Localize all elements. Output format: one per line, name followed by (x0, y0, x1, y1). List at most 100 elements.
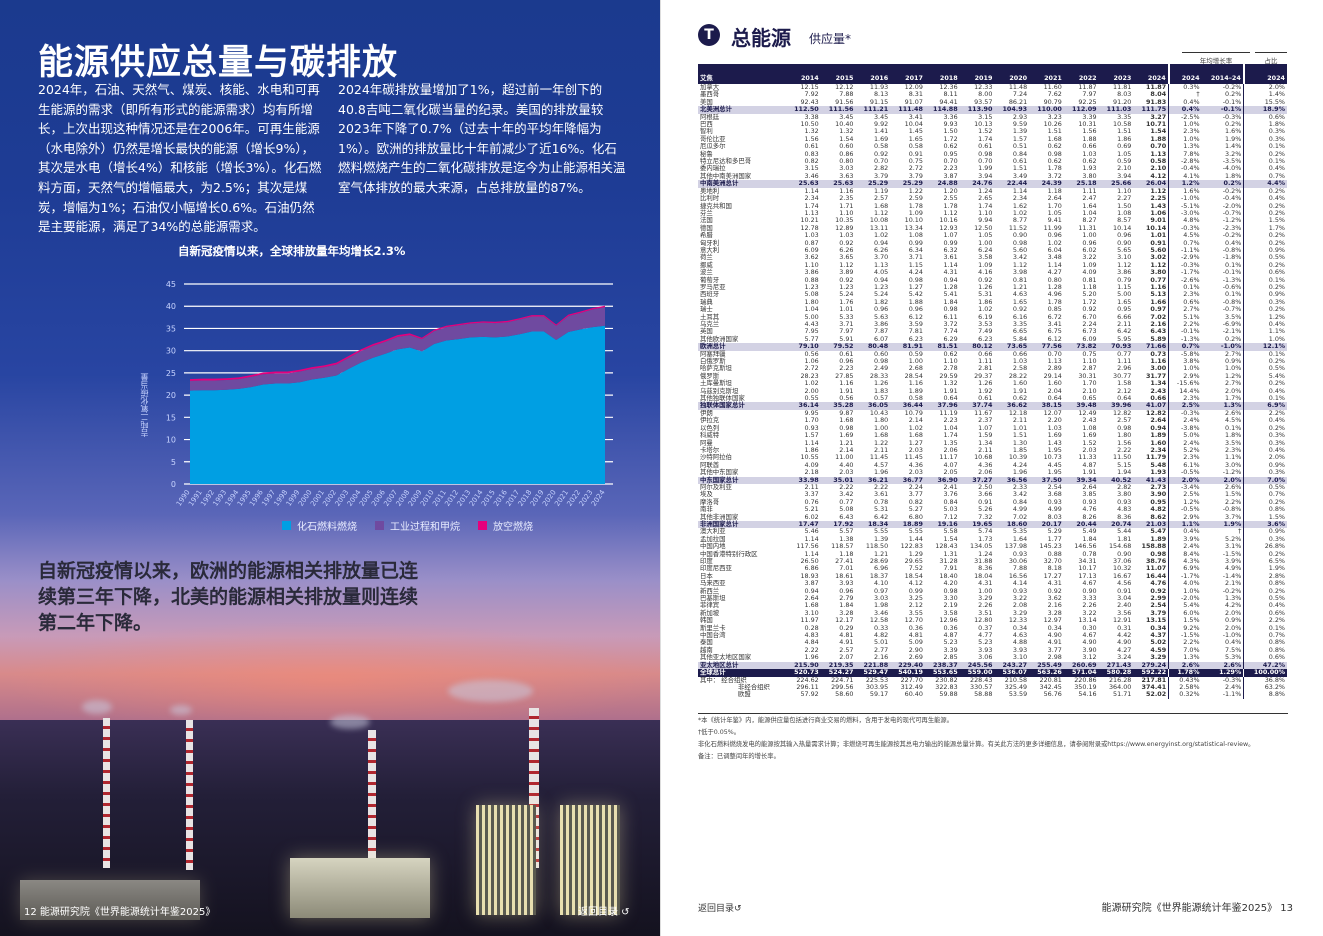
cell-value: 0.7% (1268, 490, 1285, 499)
row-label: 南非 (700, 505, 713, 514)
cell-value: 59.88 (939, 690, 958, 699)
cell-value: 3.87 (943, 171, 958, 180)
cell-value: 0.77 (1133, 276, 1170, 284)
cell-value: 16.56 (1008, 571, 1028, 580)
cell-value: 0.84 (1012, 497, 1028, 506)
cell-value: 0.4% (1201, 239, 1245, 247)
row-label: 非洲国家总计 (698, 520, 786, 529)
cell-value: 0.93 (1117, 497, 1132, 506)
cell-value: 0.4% (1268, 386, 1285, 395)
cell-value: 1.2% (1268, 312, 1285, 321)
cell-value: 0.61 (839, 349, 854, 358)
cell-value: 6.43 (1133, 327, 1170, 336)
cell-value: 0.80 (839, 157, 854, 166)
cell-value: 4.81 (908, 631, 923, 640)
row-label: 菲律宾 (700, 601, 720, 610)
cell-value: 0.92 (839, 238, 854, 247)
cell-value: 5.65 (1117, 245, 1132, 254)
cell-value: 1.15 (1117, 282, 1132, 291)
cell-value: 1.59 (978, 431, 993, 440)
cell-value: 0.98 (943, 586, 958, 595)
cell-value: 5.77 (804, 334, 819, 343)
row-label: 其中： 经合组织 (700, 675, 747, 684)
cell-value: 28.33 (869, 371, 889, 380)
cell-value: 6.9% (1243, 402, 1287, 410)
cell-value: 1.05 (1117, 149, 1132, 158)
cell-value: 1.82 (873, 297, 889, 306)
cell-value: 1.00 (908, 357, 923, 366)
table-row: 沙特阿拉伯 10.55 11.00 11.45 11.45 11.17 10.68 10.39… (698, 453, 1287, 462)
cell-value: 1.69 (873, 134, 889, 143)
cell-value: 0.93 (1012, 586, 1028, 595)
cell-value: 312.49 (900, 682, 923, 691)
cell-value: -3.5% (1201, 157, 1245, 166)
cell-value: 19.16 (924, 520, 960, 529)
cell-value: 2.18 (804, 468, 819, 477)
row-label: 西班牙 (700, 290, 720, 299)
cell-value: 0.88 (1047, 549, 1062, 558)
row-label: 中东国家总计 (698, 476, 786, 484)
row-label: 哈萨克斯坦 (700, 364, 732, 373)
cell-value: 1.00 (1082, 231, 1097, 240)
cell-value: 1.81 (1117, 534, 1132, 543)
cell-value: 15.5% (1264, 97, 1285, 106)
back-to-contents-link[interactable]: 返回目录↺ (698, 904, 742, 914)
table-row: 乌克兰 4.43 3.71 3.86 3.59 3.72 3.53 3.35 3.41 2.24 2… (698, 320, 1287, 329)
back-to-contents-link[interactable]: 返回目录 ↺ (578, 907, 630, 918)
cell-value: 4.20 (943, 579, 958, 588)
cell-value: 1.14 (804, 534, 819, 543)
cell-value: 3.41 (1047, 320, 1062, 328)
cell-value: 1.95 (1047, 445, 1062, 454)
cell-value: 1.41 (873, 127, 889, 136)
cell-value: 225.53 (865, 675, 889, 684)
cell-value: 1.43 (1047, 438, 1062, 447)
cell-value: 91.56 (835, 97, 854, 106)
cell-value: -0.1% (1201, 98, 1245, 107)
cell-value: 0.60 (873, 349, 889, 358)
cell-value: 6.42 (1117, 327, 1132, 336)
cell-value: 11.31 (1078, 223, 1097, 232)
cell-value: 4.59 (1133, 646, 1170, 655)
cell-value: 1.85 (1012, 445, 1028, 454)
cell-value: 3.41 (908, 112, 923, 121)
cell-value: 2.11 (1117, 320, 1132, 328)
cell-value: 0.51 (1012, 142, 1028, 151)
table-row: 瑞典 1.80 1.76 1.82 1.88 1.84 1.86 1.65 1.78 1.72 1.… (698, 297, 1287, 307)
row-label: 中南美洲总计 (698, 179, 786, 188)
cell-value: 4.76 (1082, 505, 1097, 514)
cell-value: 3.36 (943, 112, 958, 121)
cell-value: 91.83 (1133, 98, 1170, 107)
table-row: 智利 1.32 1.32 1.41 1.45 1.50 1.52 1.39 1.51 1.56 1.… (698, 127, 1287, 136)
cell-value: 245.56 (959, 661, 995, 670)
cell-value: 1.68 (1047, 134, 1062, 143)
cell-value: 2.6% (1201, 409, 1245, 418)
cell-value: 3.7% (1201, 513, 1245, 521)
cell-value: 0.94 (943, 275, 958, 284)
cell-value: 5.2% (1183, 445, 1200, 454)
cell-value: 4.31 (1047, 579, 1062, 588)
cell-value: 228.43 (970, 675, 993, 684)
cell-value: 3.5% (1201, 313, 1245, 321)
table-row: 阿尔及利亚 2.11 2.22 2.22 2.24 2.41 2.50 2.33 2.54 2.6… (698, 482, 1287, 492)
row-label: 奥地利 (700, 186, 720, 195)
cell-value: 0.85 (1047, 305, 1062, 314)
cell-value: 6.43 (839, 512, 854, 521)
cell-value: 1.84 (839, 601, 854, 610)
cell-value: 3.42 (839, 490, 854, 499)
cell-value: 0.3% (1268, 127, 1285, 136)
cell-value: 26.04 (1133, 179, 1170, 188)
cell-value: 38.15 (1029, 402, 1064, 410)
cell-value: 0.4% (1268, 445, 1285, 454)
cell-value: 2.22 (804, 645, 819, 654)
cell-value: 58.88 (974, 690, 993, 699)
cell-value: 11.33 (1078, 453, 1097, 462)
cell-value: 2.41 (943, 482, 958, 491)
cell-value: 1.02 (978, 305, 993, 314)
cell-value: 0.86 (839, 149, 854, 158)
cell-value: 3.80 (1082, 171, 1097, 180)
table-row: 孟加拉国 1.14 1.38 1.39 1.44 1.54 1.73 1.64 1.77 1.84… (698, 534, 1287, 544)
cell-value: 0.66 (1133, 394, 1170, 403)
cell-value: 0.1% (1268, 275, 1285, 284)
cell-value: 2.10 (1082, 386, 1097, 395)
cell-value: 0.98 (943, 305, 958, 314)
